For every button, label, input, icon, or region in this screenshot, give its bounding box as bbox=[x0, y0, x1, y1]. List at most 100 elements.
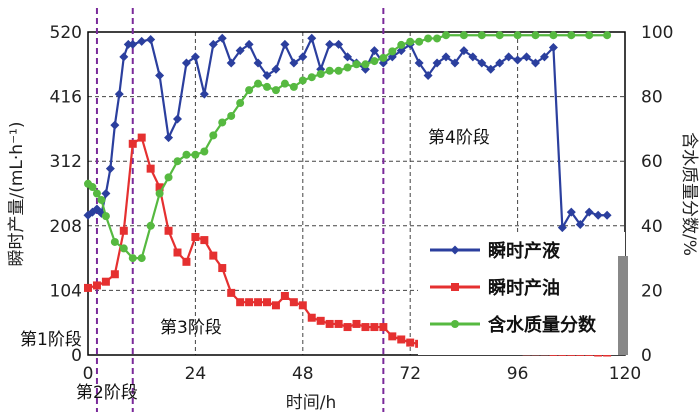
series-1-point-7 bbox=[146, 164, 155, 173]
series-2-point-37 bbox=[397, 40, 406, 49]
series-0-point-28 bbox=[289, 58, 299, 68]
series-0-point-12 bbox=[146, 34, 156, 44]
series-2-point-4 bbox=[101, 212, 110, 221]
series-0-point-19 bbox=[208, 39, 218, 49]
series-1-point-32 bbox=[370, 323, 379, 332]
series-line-2 bbox=[87, 34, 608, 260]
series-0-point-46 bbox=[450, 58, 460, 68]
series-2-point-47 bbox=[531, 31, 540, 40]
series-2-point-18 bbox=[227, 111, 236, 120]
series-0-point-32 bbox=[325, 39, 335, 49]
series-0-point-44 bbox=[432, 58, 442, 68]
series-1-point-18 bbox=[245, 298, 254, 307]
series-0-point-5 bbox=[105, 164, 115, 174]
legend-marker-0 bbox=[450, 245, 460, 255]
y-left-tick-label-0: 0 bbox=[71, 346, 82, 366]
series-1-point-10 bbox=[173, 248, 182, 257]
series-2-point-35 bbox=[379, 53, 388, 62]
y-right-tick-label-3: 60 bbox=[641, 152, 663, 172]
series-0-point-50 bbox=[486, 64, 496, 74]
series-1-point-1 bbox=[92, 281, 101, 290]
legend-shadow bbox=[618, 256, 628, 355]
series-2-point-26 bbox=[298, 76, 307, 85]
series-2-point-50 bbox=[585, 31, 594, 40]
series-0-point-17 bbox=[190, 52, 200, 62]
series-1-point-0 bbox=[84, 283, 92, 292]
series-2-point-25 bbox=[289, 82, 298, 91]
x-tick-label-4: 96 bbox=[507, 364, 529, 384]
x-tick-label-1: 24 bbox=[185, 364, 207, 384]
series-2-point-16 bbox=[209, 131, 218, 140]
series-0-point-27 bbox=[280, 39, 290, 49]
series-0-point-20 bbox=[217, 33, 227, 43]
series-0-point-57 bbox=[548, 43, 558, 53]
series-1-point-3 bbox=[110, 270, 119, 279]
series-0-point-40 bbox=[396, 46, 406, 56]
series-1-point-33 bbox=[379, 323, 388, 332]
y-right-tick-label-1: 20 bbox=[641, 281, 663, 301]
series-0-point-45 bbox=[441, 52, 451, 62]
series-0-point-34 bbox=[343, 52, 353, 62]
series-0-point-43 bbox=[423, 70, 433, 80]
series-2-point-19 bbox=[236, 99, 245, 108]
series-2-point-41 bbox=[433, 34, 442, 43]
y-right-tick-label-0: 0 bbox=[641, 346, 652, 366]
legend-marker-1 bbox=[451, 283, 459, 291]
legend-label-1: 瞬时产油 bbox=[488, 277, 560, 299]
series-2-point-29 bbox=[325, 66, 334, 75]
series-2-point-5 bbox=[110, 237, 119, 246]
series-2-point-45 bbox=[495, 31, 504, 40]
series-2-point-44 bbox=[477, 31, 486, 40]
series-0-point-22 bbox=[235, 46, 245, 56]
series-2-point-1 bbox=[88, 183, 97, 192]
series-0-point-7 bbox=[114, 89, 124, 99]
series-2-point-32 bbox=[352, 60, 361, 69]
series-1-point-6 bbox=[137, 133, 146, 142]
series-0-point-59 bbox=[566, 207, 576, 217]
series-2-point-3 bbox=[97, 195, 106, 204]
series-2-point-2 bbox=[92, 189, 101, 198]
series-0-point-58 bbox=[557, 223, 567, 233]
series-2-point-28 bbox=[316, 69, 325, 78]
series-2-point-10 bbox=[155, 189, 164, 198]
series-1-point-36 bbox=[406, 338, 415, 347]
series-2-point-46 bbox=[513, 31, 522, 40]
series-1-point-19 bbox=[254, 298, 263, 307]
series-1-point-17 bbox=[236, 298, 245, 307]
series-0-point-26 bbox=[271, 64, 281, 74]
series-1-point-26 bbox=[316, 316, 325, 325]
y-left-tick-label-1: 104 bbox=[50, 281, 82, 301]
series-0-point-13 bbox=[155, 70, 165, 80]
x-tick-label-0: 0 bbox=[83, 364, 94, 384]
series-1-point-8 bbox=[155, 183, 164, 192]
series-0-point-14 bbox=[164, 133, 174, 143]
x-tick-label-5: 120 bbox=[609, 364, 641, 384]
series-2-point-9 bbox=[146, 221, 155, 230]
series-2-point-14 bbox=[191, 150, 200, 159]
series-1-point-21 bbox=[271, 301, 280, 310]
series-0-point-33 bbox=[334, 39, 344, 49]
series-1-point-9 bbox=[164, 226, 173, 235]
series-1-point-13 bbox=[200, 236, 209, 245]
series-0-point-42 bbox=[414, 58, 424, 68]
series-1-point-29 bbox=[343, 323, 352, 332]
series-1-point-31 bbox=[361, 323, 370, 332]
series-2-point-17 bbox=[218, 118, 227, 127]
series-1-point-25 bbox=[307, 313, 316, 322]
y-right-tick-label-4: 80 bbox=[641, 88, 663, 108]
series-1-point-24 bbox=[298, 301, 307, 310]
phase-label-4: 第4阶段 bbox=[428, 128, 490, 148]
series-0-point-47 bbox=[459, 46, 469, 56]
series-2-point-22 bbox=[263, 82, 271, 91]
y-axis-title-right: 含水质量分数/% bbox=[679, 132, 699, 256]
series-1-point-20 bbox=[263, 298, 271, 307]
series-1-point-23 bbox=[289, 298, 298, 307]
series-1-point-35 bbox=[397, 335, 406, 344]
y-right-tick-label-5: 100 bbox=[641, 23, 673, 43]
series-0-point-8 bbox=[119, 52, 129, 62]
series-2-point-49 bbox=[567, 31, 576, 40]
series-0-point-54 bbox=[522, 52, 532, 62]
phase-label-3: 第3阶段 bbox=[160, 318, 222, 338]
